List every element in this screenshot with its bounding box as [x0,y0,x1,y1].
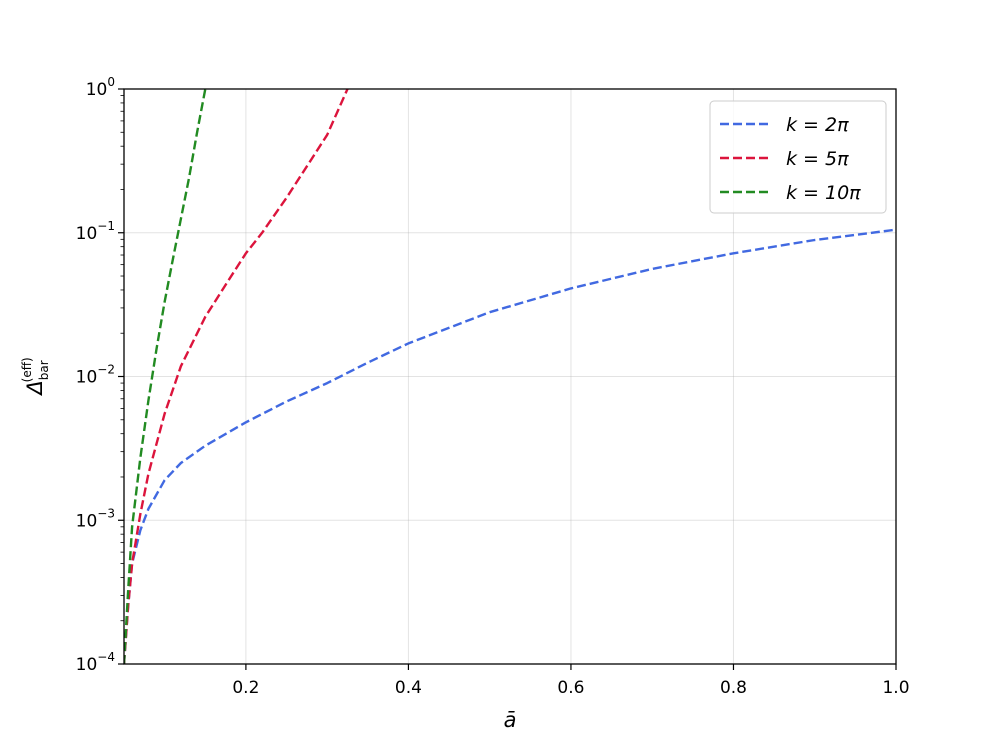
y-tick-exponent: −4 [97,650,115,664]
legend: k = 2π k = 5π k = 10π [709,100,887,214]
x-tick-label: 0.6 [557,678,584,698]
y-tick-base: 10 [76,511,98,531]
y-axis-label-sub: bar [37,360,51,380]
x-tick-label: 0.4 [395,678,422,698]
y-axis-label-text: Δbar(eff) [20,357,51,396]
y-tick-base: 10 [76,368,98,388]
legend-entry: k = 10π [720,182,861,204]
x-axis-label: ā [504,708,517,732]
y-tick-exponent: −1 [97,219,115,233]
x-tick-label: 0.2 [232,678,259,698]
y-tick-label: 10−4 [76,650,115,675]
y-tick-exponent: 0 [107,75,115,89]
legend-box [709,100,887,214]
x-tick-label: 0.8 [720,678,747,698]
y-tick-label: 10−1 [76,219,115,244]
y-tick-base: 10 [76,224,98,244]
series-line-3 [124,89,207,664]
legend-label: k = 5π [786,148,849,170]
legend-label: k = 10π [786,182,861,204]
legend-entry: k = 5π [720,148,849,170]
x-axis-label-text: ā [504,708,517,732]
legend-label: k = 2π [786,114,849,136]
series-lines [124,89,896,664]
legend-entry: k = 2π [720,114,849,136]
y-tick-label: 10−2 [76,363,115,388]
y-axis-label: Δbar(eff) [20,357,51,396]
y-tick-exponent: −3 [97,506,115,520]
y-axis-label-base: Δ [23,380,47,396]
x-tick-label: 1.0 [882,678,909,698]
series-line-2 [124,89,349,664]
y-tick-base: 10 [76,655,98,675]
y-tick-exponent: −2 [97,363,115,377]
y-tick-base: 10 [86,80,108,100]
series-line-1 [124,228,896,664]
y-tick-label: 100 [86,75,115,100]
y-axis-label-sup: (eff) [20,357,34,382]
y-tick-label: 10−3 [76,506,115,531]
